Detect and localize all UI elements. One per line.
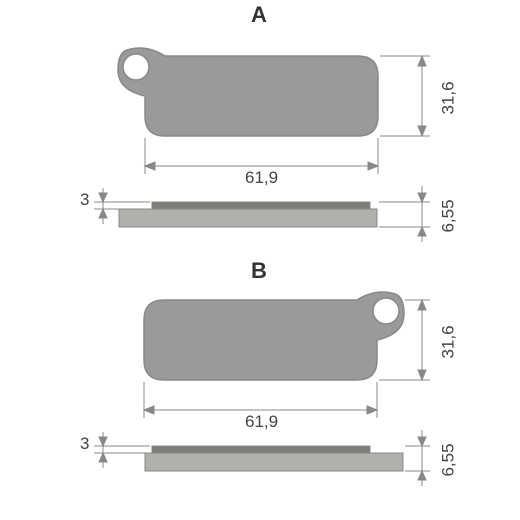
dim-b-height-text: 31,6 — [439, 325, 459, 358]
part-b-side — [145, 446, 403, 471]
part-a-face — [118, 48, 378, 136]
drawing-canvas: A — [0, 0, 520, 520]
dim-b-sideh-text: 6,55 — [439, 443, 459, 476]
part-a-side — [119, 202, 377, 227]
dim-a-height-text: 31,6 — [439, 81, 459, 114]
dim-b-shim-text: 3 — [80, 434, 89, 454]
dim-a-side-h — [379, 186, 430, 242]
dim-a-shim-text: 3 — [80, 190, 89, 210]
dim-a-width-text: 61,9 — [245, 168, 278, 188]
dim-b-width-text: 61,9 — [245, 412, 278, 432]
dim-a-height — [380, 56, 430, 136]
dim-b-shim — [94, 432, 150, 468]
dim-b-side-h — [405, 430, 430, 486]
part-b-face — [144, 292, 404, 380]
label-b: B — [251, 258, 267, 284]
dim-a-sideh-text: 6,55 — [439, 199, 459, 232]
